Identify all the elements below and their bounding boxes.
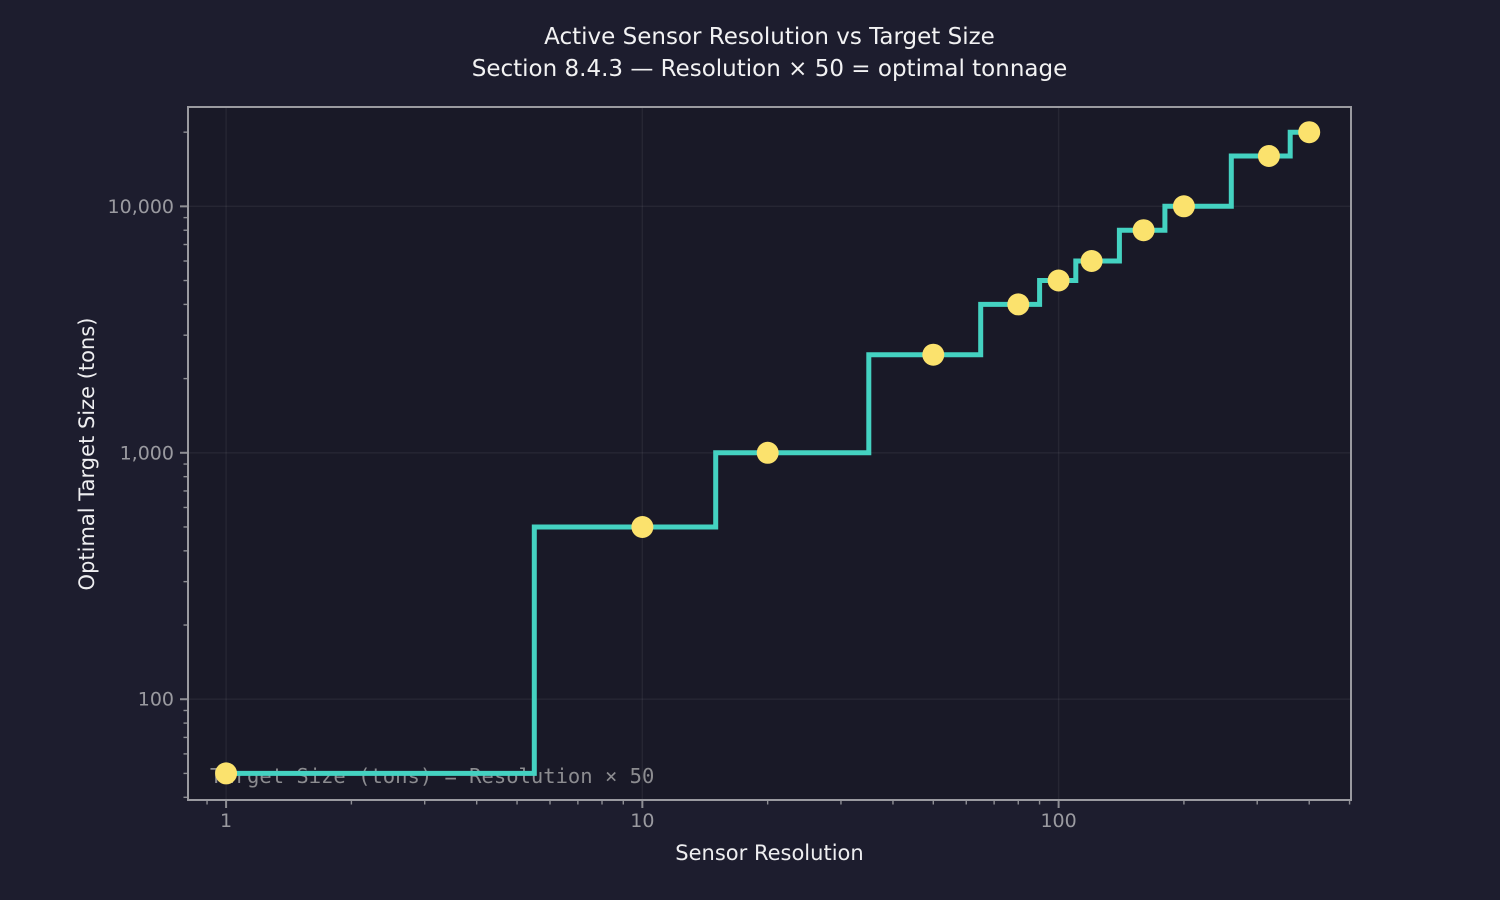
- data-point: [1047, 269, 1070, 292]
- x-tick-label: 1: [220, 810, 232, 832]
- data-point: [1007, 293, 1030, 316]
- data-point: [756, 441, 779, 464]
- y-axis-label-text: Optimal Target Size (tons): [75, 317, 99, 591]
- data-point: [631, 516, 654, 538]
- chart-title: Active Sensor Resolution vs Target Size: [544, 24, 995, 50]
- data-point: [1080, 250, 1103, 272]
- y-tick-label: 10,000: [108, 196, 174, 218]
- x-axis-label: Sensor Resolution: [675, 841, 864, 865]
- data-point: [1257, 145, 1280, 167]
- plot-border: [187, 106, 1352, 801]
- tick-labels: 1 10 100 100 1,000 10,000: [108, 196, 1077, 832]
- y-tick-label: 100: [138, 689, 174, 711]
- data-point: [1298, 121, 1321, 144]
- data-point: [1172, 195, 1195, 218]
- y-tick-label: 1,000: [120, 442, 174, 464]
- data-markers: [215, 121, 1321, 785]
- chart-subtitle: Section 8.4.3 — Resolution × 50 = optima…: [471, 56, 1068, 82]
- data-point: [215, 762, 238, 785]
- x-tick-label: 10: [630, 810, 654, 832]
- x-tick-label: 100: [1040, 810, 1076, 832]
- annotation-text: Target Size (tons) = Resolution × 50: [210, 764, 654, 788]
- data-point: [1132, 219, 1155, 242]
- data-point: [922, 343, 945, 366]
